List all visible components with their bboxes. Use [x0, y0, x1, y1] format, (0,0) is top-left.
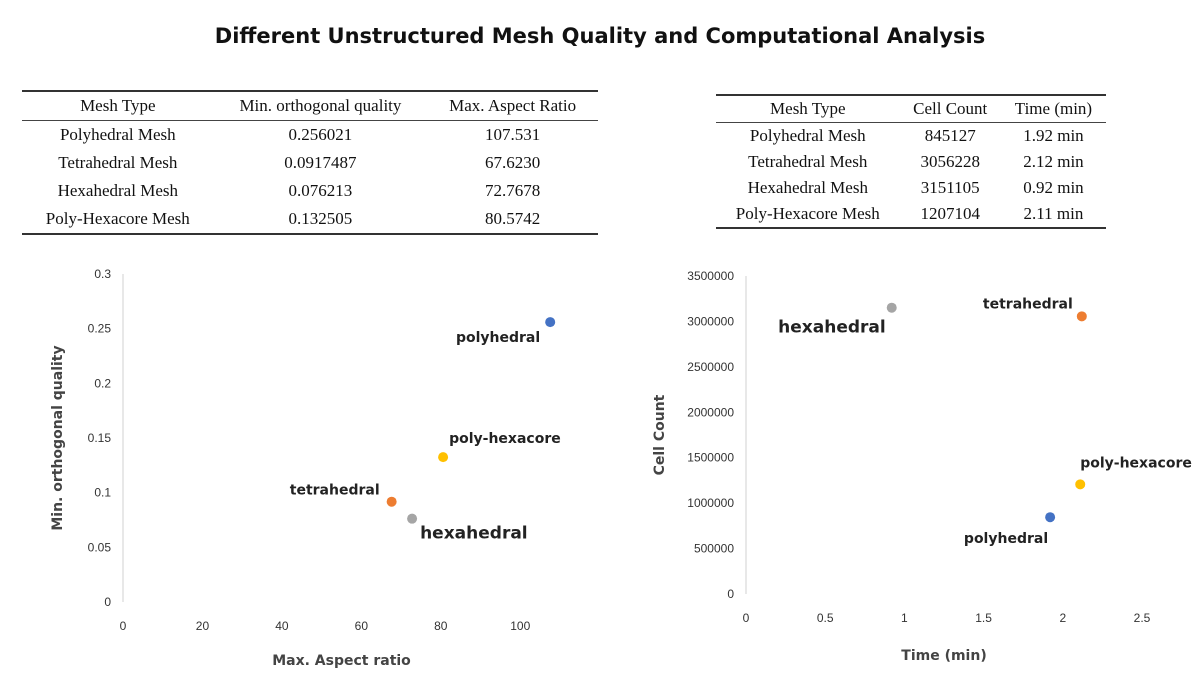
column-header: Min. orthogonal quality	[239, 96, 402, 115]
table-cell: Poly-Hexacore Mesh	[735, 204, 880, 223]
y-tick-label: 500000	[694, 542, 734, 556]
data-label-poly-hexacore: poly-hexacore	[449, 431, 561, 447]
x-axis-title: Time (min)	[901, 648, 986, 664]
x-tick-label: 60	[355, 619, 369, 633]
x-tick-label: 2	[1059, 611, 1066, 625]
table-cell: 3056228	[920, 152, 980, 171]
table-row: Hexahedral Mesh 3151105 0.92 min	[716, 175, 1106, 201]
x-tick-label: 40	[275, 619, 289, 633]
data-point-poly-hexacore	[438, 452, 449, 463]
x-tick-label: 20	[196, 619, 210, 633]
column-header: Time (min)	[1014, 99, 1093, 118]
data-label-hexahedral: hexahedral	[778, 318, 886, 338]
column-header: Max. Aspect Ratio	[449, 96, 577, 115]
table-row: Polyhedral Mesh 0.256021 107.531	[22, 121, 598, 150]
table-cell: 80.5742	[485, 209, 541, 228]
table-cell: 0.076213	[288, 181, 353, 200]
data-label-tetrahedral: tetrahedral	[290, 483, 380, 499]
data-point-hexahedral	[886, 302, 897, 313]
table-row: Tetrahedral Mesh 0.0917487 67.6230	[22, 149, 598, 177]
table-cell: 0.92 min	[1023, 178, 1084, 197]
y-tick-label: 0.2	[94, 376, 111, 390]
y-tick-label: 2000000	[687, 405, 734, 419]
x-tick-label: 1	[901, 611, 908, 625]
data-label-polyhedral: polyhedral	[964, 531, 1048, 547]
table-cell: 1207104	[920, 204, 980, 223]
x-tick-label: 0.5	[817, 611, 834, 625]
table-row: Hexahedral Mesh 0.076213 72.7678	[22, 177, 598, 205]
x-tick-label: 1.5	[975, 611, 992, 625]
table-cell: 3151105	[920, 178, 980, 197]
table-row: Polyhedral Mesh 845127 1.92 min	[716, 123, 1106, 150]
y-tick-label: 0.1	[94, 486, 111, 500]
data-point-tetrahedral	[386, 496, 397, 507]
data-label-tetrahedral: tetrahedral	[983, 296, 1073, 312]
table-cell: 107.531	[485, 125, 541, 144]
page-title: Different Unstructured Mesh Quality and …	[214, 24, 986, 48]
y-tick-label: 0	[727, 587, 734, 601]
table-cell: 1.92 min	[1023, 126, 1084, 145]
table-cell: Polyhedral Mesh	[59, 125, 176, 144]
table-header-row: Mesh Type Cell Count Time (min)	[716, 95, 1106, 123]
y-tick-label: 0.3	[94, 267, 111, 281]
table-cell: Hexahedral Mesh	[747, 178, 868, 197]
table-row: Poly-Hexacore Mesh 0.132505 80.5742	[22, 205, 598, 234]
y-axis-title: Min. orthogonal quality	[50, 345, 66, 530]
y-tick-label: 2500000	[687, 360, 734, 374]
table-cell: 0.256021	[288, 125, 353, 144]
table-cell: Polyhedral Mesh	[749, 126, 866, 145]
table-cell: 72.7678	[485, 181, 541, 200]
y-tick-label: 0.25	[88, 322, 112, 336]
column-header: Cell Count	[913, 99, 988, 118]
data-point-hexahedral	[407, 513, 418, 524]
data-point-poly-hexacore	[1075, 479, 1086, 490]
y-tick-label: 0.15	[88, 431, 112, 445]
table-cell: Tetrahedral Mesh	[748, 152, 868, 171]
table-row: Poly-Hexacore Mesh 1207104 2.11 min	[716, 201, 1106, 228]
x-axis-title: Max. Aspect ratio	[272, 653, 411, 669]
table-cell: Poly-Hexacore Mesh	[45, 209, 190, 228]
table-cell: 2.12 min	[1023, 152, 1084, 171]
data-point-polyhedral	[545, 317, 556, 328]
x-tick-label: 2.5	[1134, 611, 1151, 625]
x-tick-label: 0	[743, 611, 750, 625]
data-label-hexahedral: hexahedral	[420, 524, 528, 544]
table-header-row: Mesh Type Min. orthogonal quality Max. A…	[22, 91, 598, 121]
y-tick-label: 3000000	[687, 314, 734, 328]
y-tick-label: 0	[104, 595, 111, 609]
x-tick-label: 100	[510, 619, 530, 633]
table-cell: Hexahedral Mesh	[57, 181, 178, 200]
mesh-compute-table: Mesh Type Cell Count Time (min) Polyhedr…	[716, 94, 1106, 229]
column-header: Mesh Type	[770, 99, 846, 118]
data-point-tetrahedral	[1076, 311, 1087, 322]
y-tick-label: 3500000	[687, 269, 734, 283]
column-header: Mesh Type	[80, 96, 156, 115]
table-cell: 2.11 min	[1023, 204, 1084, 223]
data-point-polyhedral	[1045, 512, 1056, 523]
y-tick-label: 0.05	[88, 540, 112, 554]
y-tick-label: 1000000	[687, 496, 734, 510]
quality-scatter-chart: 0 20 40 60 80 100 0 0.05 0.1 0.15 0.2 0.25 0.3 Max. A…	[50, 267, 561, 669]
y-axis-title: Cell Count	[652, 394, 668, 475]
table-cell: 0.0917487	[284, 153, 357, 172]
table-cell: 67.6230	[485, 153, 541, 172]
table-cell: 845127	[924, 126, 976, 145]
table-cell: Tetrahedral Mesh	[58, 153, 178, 172]
table-cell: 0.132505	[288, 209, 353, 228]
table-row: Tetrahedral Mesh 3056228 2.12 min	[716, 149, 1106, 175]
mesh-quality-table: Mesh Type Min. orthogonal quality Max. A…	[22, 90, 598, 235]
data-label-poly-hexacore: poly-hexacore	[1080, 455, 1192, 471]
x-tick-label: 80	[434, 619, 448, 633]
y-tick-label: 1500000	[687, 451, 734, 465]
data-label-polyhedral: polyhedral	[456, 330, 540, 346]
x-tick-label: 0	[120, 619, 127, 633]
